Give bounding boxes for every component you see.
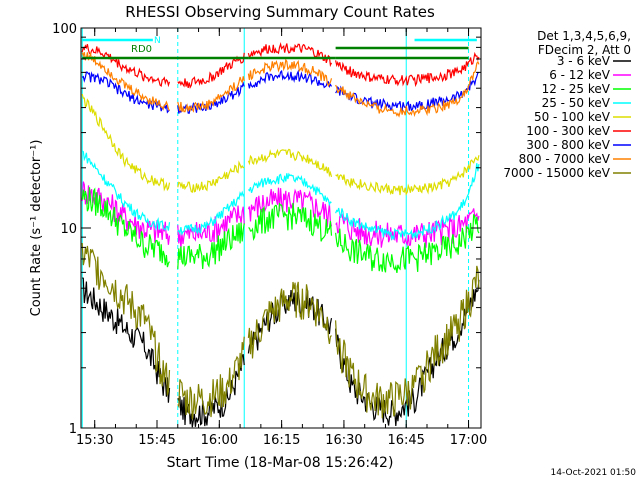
x-tick-label: 16:00 <box>201 433 238 448</box>
series-line-6 <box>81 69 479 114</box>
legend-label: 12 - 25 keV <box>542 82 611 96</box>
x-axis: 15:30 15:45 16:00 16:15 16:30 16:45 17:00 <box>76 28 487 448</box>
legend-label: 3 - 6 keV <box>557 54 611 68</box>
legend-label: 50 - 100 keV <box>534 110 611 124</box>
x-tick-label: 17:00 <box>450 433 487 448</box>
x-tick-label: 16:45 <box>387 433 424 448</box>
x-axis-label: Start Time (18-Mar-08 15:26:42) <box>167 455 394 471</box>
y-axis: 1 10 100 <box>52 22 481 437</box>
x-tick-label: 16:15 <box>263 433 300 448</box>
y-tick-label: 1 <box>69 422 77 437</box>
series-line-3 <box>81 150 480 241</box>
series-line-5 <box>81 42 480 89</box>
legend: Det 1,3,4,5,6,9,FDecim 2, Att 03 - 6 keV… <box>503 29 631 180</box>
legend-label: 6 - 12 keV <box>549 68 611 82</box>
x-tick-label: 15:45 <box>138 433 175 448</box>
legend-label: 300 - 800 keV <box>526 138 610 152</box>
y-tick-label: 100 <box>52 22 77 37</box>
chart-title: RHESSI Observing Summary Count Rates <box>125 3 435 21</box>
n-label: N <box>154 36 161 46</box>
series-line-8 <box>81 242 480 420</box>
legend-header: FDecim 2, Att 0 <box>538 43 631 57</box>
y-tick-label: 10 <box>60 222 77 237</box>
footer-date: 14-Oct-2021 01:50 <box>551 468 637 478</box>
series-line-2 <box>81 187 480 274</box>
series-line-7 <box>81 51 480 118</box>
x-tick-label: 16:30 <box>325 433 362 448</box>
series-line-1 <box>81 181 480 249</box>
legend-header: Det 1,3,4,5,6,9, <box>537 29 631 43</box>
rd0-label: RD0 <box>131 44 152 55</box>
legend-label: 25 - 50 keV <box>542 96 611 110</box>
legend-label: 7000 - 15000 keV <box>503 166 610 180</box>
x-tick-label: 15:30 <box>76 433 113 448</box>
y-axis-label: Count Rate (s⁻¹ detector⁻¹) <box>29 140 44 317</box>
legend-label: 100 - 300 keV <box>526 124 610 138</box>
legend-label: 800 - 7000 keV <box>519 152 611 166</box>
series-line-4 <box>81 93 480 196</box>
